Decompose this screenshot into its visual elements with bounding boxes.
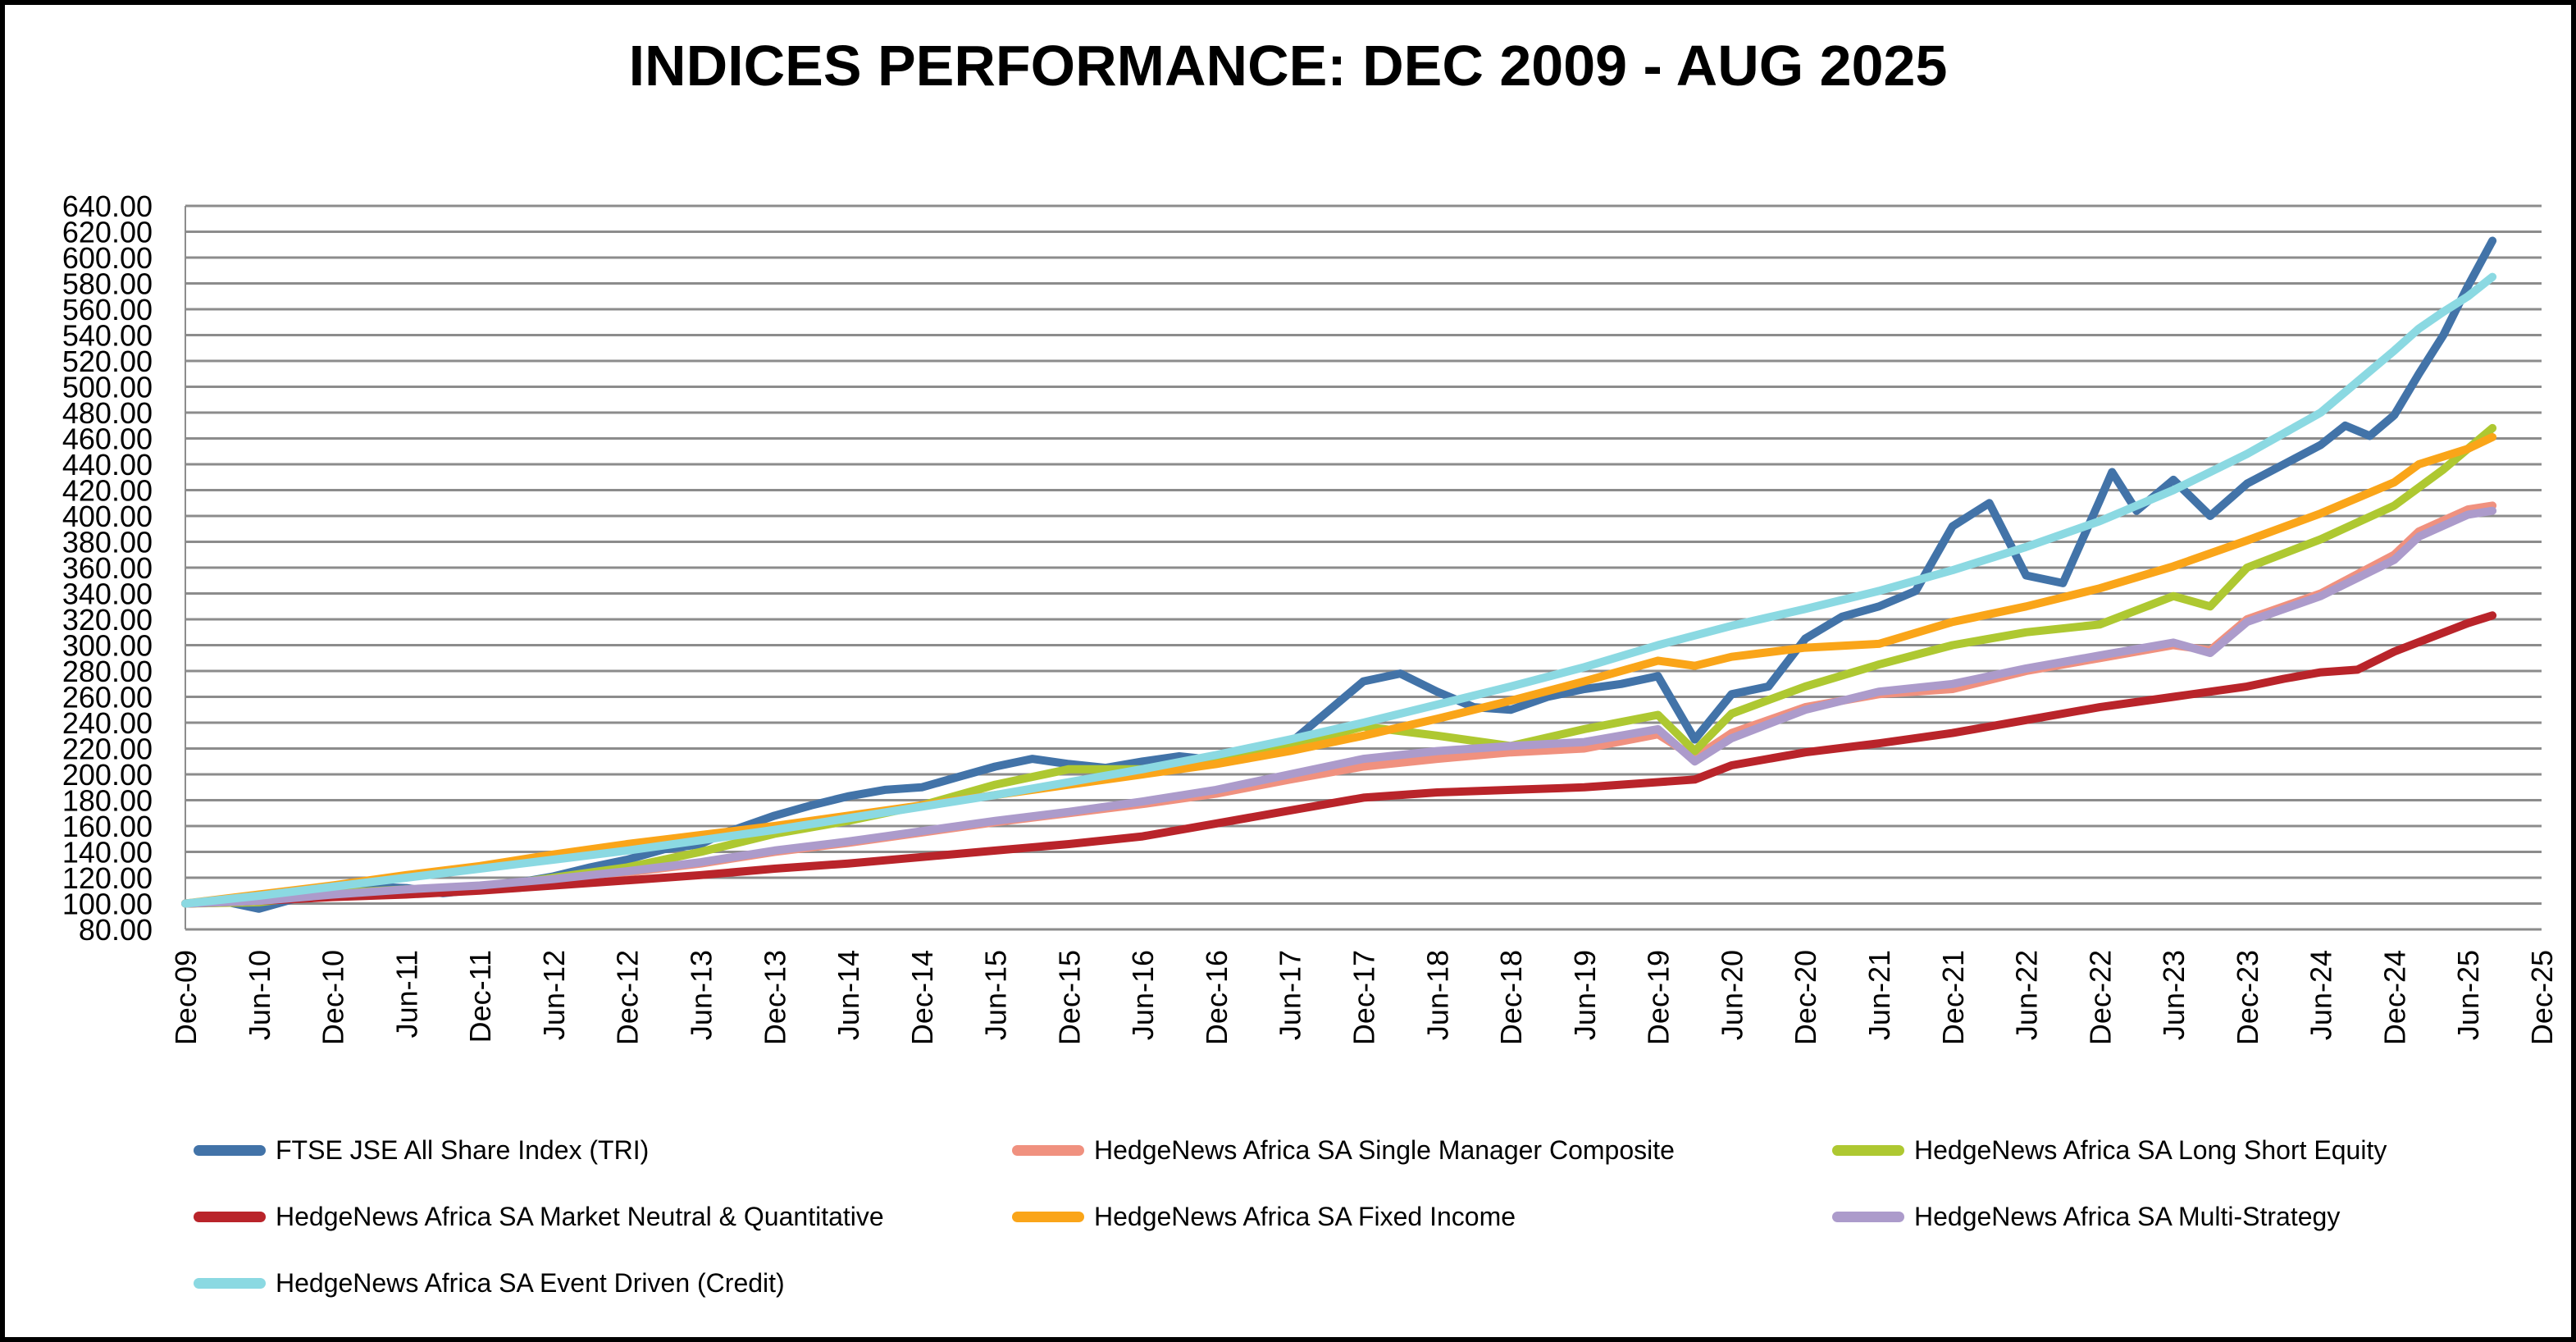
y-tick-label: 580.00	[62, 267, 153, 301]
x-tick-label: Jun-10	[243, 950, 276, 1040]
x-tick-label: Dec-10	[317, 950, 350, 1045]
legend-label: HedgeNews Africa SA Multi-Strategy	[1914, 1202, 2341, 1231]
y-tick-label: 480.00	[62, 396, 153, 430]
y-tick-label: 440.00	[62, 448, 153, 482]
x-axis-labels: Dec-09 Jun-10 Dec-10 Jun-11 Dec-11 Jun-12 Dec-…	[169, 950, 2559, 1045]
series-line-6	[181, 272, 2497, 908]
x-tick-label: Jun-25	[2451, 950, 2485, 1040]
series-line-3	[181, 611, 2497, 908]
x-tick-label: Jun-14	[832, 950, 865, 1040]
y-tick-label: 220.00	[62, 733, 153, 766]
y-tick-label: 280.00	[62, 655, 153, 688]
x-tick-label: Dec-12	[611, 950, 645, 1045]
gridlines	[185, 204, 2542, 931]
chart-title: INDICES PERFORMANCE: DEC 2009 - AUG 2025	[628, 34, 1948, 98]
x-tick-label: Dec-22	[2083, 950, 2117, 1045]
y-tick-label: 160.00	[62, 810, 153, 843]
y-tick-label: 200.00	[62, 758, 153, 792]
legend-label: HedgeNews Africa SA Market Neutral & Qua…	[276, 1202, 884, 1231]
x-tick-label: Dec-25	[2525, 950, 2559, 1045]
legend-item-0: FTSE JSE All Share Index (TRI)	[194, 1135, 1012, 1166]
legend-label: HedgeNews Africa SA Fixed Income	[1094, 1202, 1516, 1231]
x-tick-label: Jun-21	[1862, 950, 1896, 1040]
x-tick-label: Dec-18	[1494, 950, 1528, 1045]
legend-swatch-icon	[194, 1278, 266, 1289]
y-tick-label: 380.00	[62, 526, 153, 559]
y-tick-label: 180.00	[62, 784, 153, 818]
y-tick-label: 300.00	[62, 629, 153, 663]
x-tick-label: Dec-15	[1052, 950, 1086, 1045]
x-tick-label: Dec-24	[2378, 950, 2411, 1045]
x-tick-label: Jun-18	[1420, 950, 1454, 1040]
x-tick-label: Dec-21	[1936, 950, 1970, 1045]
x-tick-label: Jun-20	[1715, 950, 1748, 1040]
legend-swatch-icon	[194, 1212, 266, 1222]
x-tick-label: Dec-20	[1789, 950, 1822, 1045]
y-tick-label: 100.00	[62, 888, 153, 921]
x-tick-label: Jun-11	[390, 950, 423, 1038]
y-tick-label: 600.00	[62, 241, 153, 275]
legend-item-1: HedgeNews Africa SA Single Manager Compo…	[1012, 1135, 1832, 1166]
series-line-0	[181, 236, 2497, 913]
y-tick-label: 240.00	[62, 706, 153, 740]
y-tick-label: 640.00	[62, 189, 153, 223]
legend-item-3: HedgeNews Africa SA Market Neutral & Qua…	[194, 1202, 1012, 1232]
y-tick-label: 400.00	[62, 500, 153, 533]
line-chart: 80.00100.00120.00140.00160.00180.00200.0…	[62, 189, 2559, 1045]
y-tick-label: 320.00	[62, 603, 153, 637]
series-line-5	[181, 506, 2497, 908]
x-tick-label: Dec-11	[463, 950, 497, 1043]
legend-item-5: HedgeNews Africa SA Multi-Strategy	[1832, 1202, 2537, 1232]
y-tick-label: 620.00	[62, 216, 153, 249]
x-tick-label: Dec-23	[2231, 950, 2264, 1045]
y-tick-label: 340.00	[62, 577, 153, 611]
x-tick-label: Dec-09	[169, 950, 203, 1045]
legend-label: FTSE JSE All Share Index (TRI)	[276, 1135, 650, 1165]
legend-swatch-icon	[1832, 1145, 1904, 1156]
y-tick-label: 360.00	[62, 551, 153, 585]
legend-item-2: HedgeNews Africa SA Long Short Equity	[1832, 1135, 2537, 1166]
x-tick-label: Dec-19	[1642, 950, 1676, 1045]
legend-label: HedgeNews Africa SA Single Manager Compo…	[1094, 1135, 1675, 1165]
x-tick-label: Jun-24	[2305, 950, 2338, 1040]
x-tick-label: Jun-16	[1126, 950, 1160, 1040]
series-line-4	[181, 432, 2497, 908]
series-lines	[181, 236, 2497, 913]
x-tick-label: Dec-14	[905, 950, 939, 1045]
legend-item-6: HedgeNews Africa SA Event Driven (Credit…	[194, 1268, 1012, 1299]
x-tick-label: Jun-19	[1568, 950, 1602, 1040]
x-tick-label: Jun-17	[1274, 950, 1307, 1040]
y-tick-label: 140.00	[62, 836, 153, 870]
x-tick-label: Dec-13	[758, 950, 791, 1045]
legend-swatch-icon	[1012, 1145, 1084, 1156]
y-tick-label: 460.00	[62, 422, 153, 456]
chart-legend: FTSE JSE All Share Index (TRI) HedgeNews …	[194, 1117, 2555, 1317]
legend-swatch-icon	[194, 1145, 266, 1156]
legend-swatch-icon	[1012, 1212, 1084, 1222]
legend-swatch-icon	[1832, 1212, 1904, 1222]
y-tick-label: 120.00	[62, 861, 153, 895]
x-tick-label: Dec-16	[1200, 950, 1233, 1045]
y-tick-label: 260.00	[62, 681, 153, 714]
x-tick-label: Jun-12	[537, 950, 571, 1040]
x-tick-label: Jun-23	[2157, 950, 2191, 1040]
x-tick-label: Jun-15	[979, 950, 1013, 1040]
y-tick-label: 500.00	[62, 371, 153, 404]
legend-label: HedgeNews Africa SA Event Driven (Credit…	[276, 1268, 785, 1298]
x-tick-label: Jun-22	[2010, 950, 2044, 1040]
x-tick-label: Jun-13	[684, 950, 718, 1040]
legend-label: HedgeNews Africa SA Long Short Equity	[1914, 1135, 2387, 1165]
y-tick-label: 540.00	[62, 319, 153, 353]
x-tick-label: Dec-17	[1347, 950, 1381, 1045]
y-tick-label: 560.00	[62, 293, 153, 326]
y-tick-label: 420.00	[62, 474, 153, 508]
y-tick-label: 520.00	[62, 345, 153, 378]
legend-item-4: HedgeNews Africa SA Fixed Income	[1012, 1202, 1832, 1232]
y-axis-labels: 80.00100.00120.00140.00160.00180.00200.0…	[62, 189, 153, 947]
y-tick-label: 80.00	[79, 913, 153, 947]
